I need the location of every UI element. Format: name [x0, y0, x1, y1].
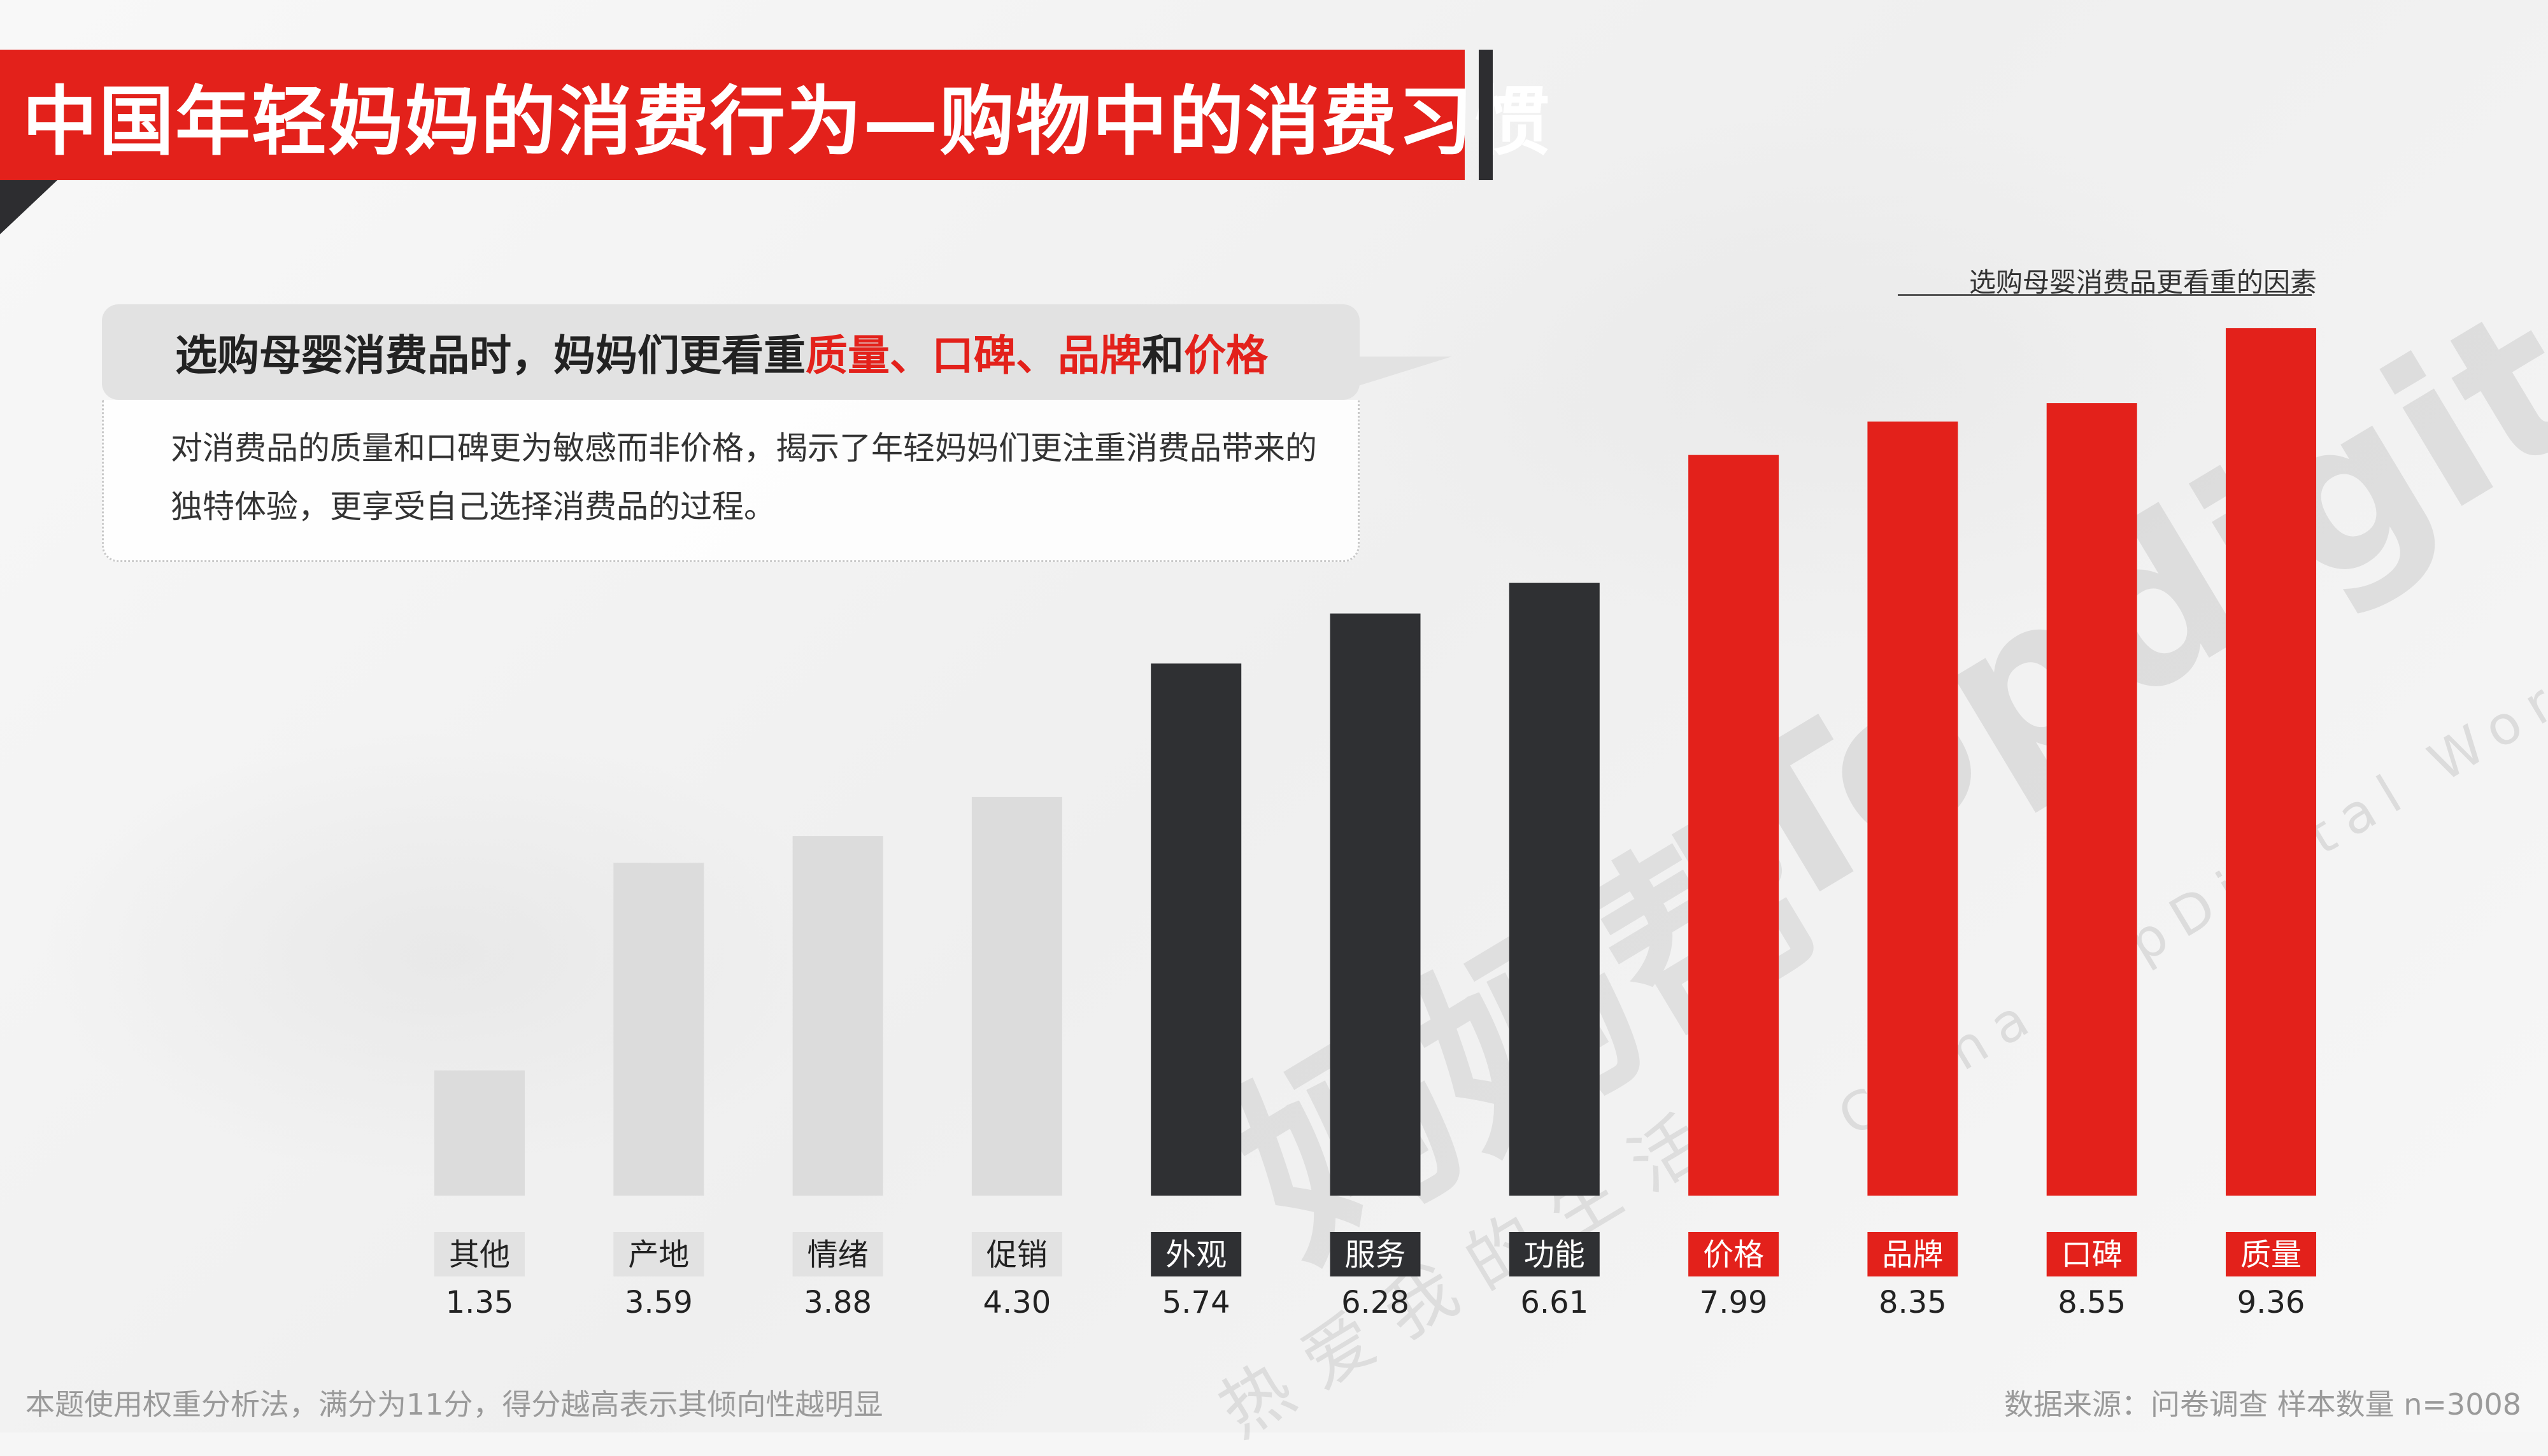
highlight-quality: 质量 [806, 331, 890, 380]
category-label-3: 促销 [986, 1237, 1048, 1273]
joiner: 和 [1142, 331, 1184, 380]
bar-0 [434, 1070, 525, 1196]
category-label-10: 质量 [2240, 1237, 2302, 1273]
category-label-5: 服务 [1344, 1237, 1406, 1273]
category-label-7: 价格 [1703, 1237, 1764, 1273]
category-label-8: 品牌 [1882, 1237, 1943, 1273]
highlight-brand: 品牌 [1058, 331, 1142, 380]
category-label-6: 功能 [1524, 1237, 1585, 1273]
category-label-bg-10 [2226, 1232, 2316, 1276]
separator-1: 、 [890, 331, 932, 380]
category-label-bg-6 [1509, 1232, 1600, 1276]
bar-2 [792, 836, 883, 1196]
value-label-8: 8.35 [1879, 1285, 1947, 1320]
value-label-1: 3.59 [625, 1285, 693, 1320]
category-label-bg-9 [2046, 1232, 2137, 1276]
category-label-bg-3 [971, 1232, 1062, 1276]
bar-9 [2046, 403, 2137, 1196]
bar-6 [1509, 583, 1600, 1196]
highlight-reputation: 口碑 [932, 331, 1016, 380]
highlight-price: 价格 [1184, 331, 1268, 380]
category-label-bg-4 [1151, 1232, 1242, 1276]
bar-8 [1867, 421, 1958, 1196]
category-label-9: 口碑 [2061, 1237, 2123, 1273]
bar-4 [1151, 663, 1242, 1196]
chart-title: 选购母婴消费品更看重的因素 [1969, 267, 2317, 298]
category-label-1: 产地 [628, 1237, 689, 1273]
category-label-bg-1 [613, 1232, 704, 1276]
category-label-4: 外观 [1165, 1237, 1227, 1273]
title-accent-bar [1479, 50, 1493, 180]
bar-7 [1688, 455, 1779, 1196]
page-title: 中国年轻妈妈的消费行为—购物中的消费习惯 [22, 78, 1551, 166]
value-label-5: 6.28 [1341, 1285, 1409, 1320]
category-label-bg-2 [792, 1232, 883, 1276]
title-banner: 中国年轻妈妈的消费行为—购物中的消费习惯 [0, 50, 1549, 180]
category-label-bg-8 [1867, 1232, 1958, 1276]
separator-2: 、 [1016, 331, 1058, 380]
value-label-6: 6.61 [1520, 1285, 1588, 1320]
value-label-4: 5.74 [1162, 1285, 1230, 1320]
bar-1 [613, 863, 704, 1196]
value-label-3: 4.30 [983, 1285, 1051, 1320]
value-label-2: 3.88 [804, 1285, 872, 1320]
value-label-10: 9.36 [2237, 1285, 2305, 1320]
chart-title-underline [1898, 294, 2312, 296]
bar-10 [2226, 328, 2316, 1196]
category-label-bg-0 [434, 1232, 525, 1276]
category-label-bg-7 [1688, 1232, 1779, 1276]
footnote: 本题使用权重分析法，满分为11分，得分越高表示其倾向性越明显 [25, 1387, 883, 1422]
category-label-2: 情绪 [808, 1237, 869, 1273]
callout-body: 对消费品的质量和口碑更为敏感而非价格，揭示了年轻妈妈们更注重消费品带来的独特体验… [102, 400, 1360, 562]
callout-tail [1350, 357, 1452, 388]
value-label-7: 7.99 [1700, 1285, 1768, 1320]
bar-5 [1330, 613, 1421, 1196]
callout-heading-prefix: 选购母婴消费品时，妈妈们更看重 [175, 331, 806, 380]
value-label-9: 8.55 [2058, 1285, 2126, 1320]
category-label-bg-5 [1330, 1232, 1421, 1276]
value-label-0: 1.35 [446, 1285, 514, 1320]
bar-3 [971, 796, 1062, 1196]
callout-heading: 选购母婴消费品时，妈妈们更看重 质量、口碑、品牌和价格 [102, 304, 1360, 400]
data-source: 数据来源：问卷调查 样本数量 n=3008 [2004, 1387, 2521, 1422]
title-fold-shape [0, 180, 57, 234]
category-label-0: 其他 [449, 1237, 510, 1273]
